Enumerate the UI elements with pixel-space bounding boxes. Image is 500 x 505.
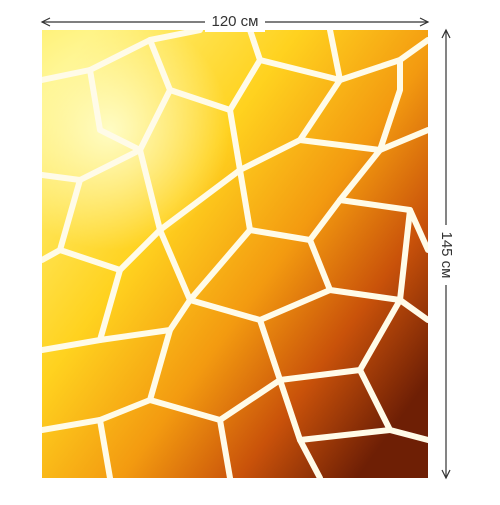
mosaic [42,30,428,478]
height-label: 145 см [438,231,455,278]
width-label: 120 см [211,13,258,30]
